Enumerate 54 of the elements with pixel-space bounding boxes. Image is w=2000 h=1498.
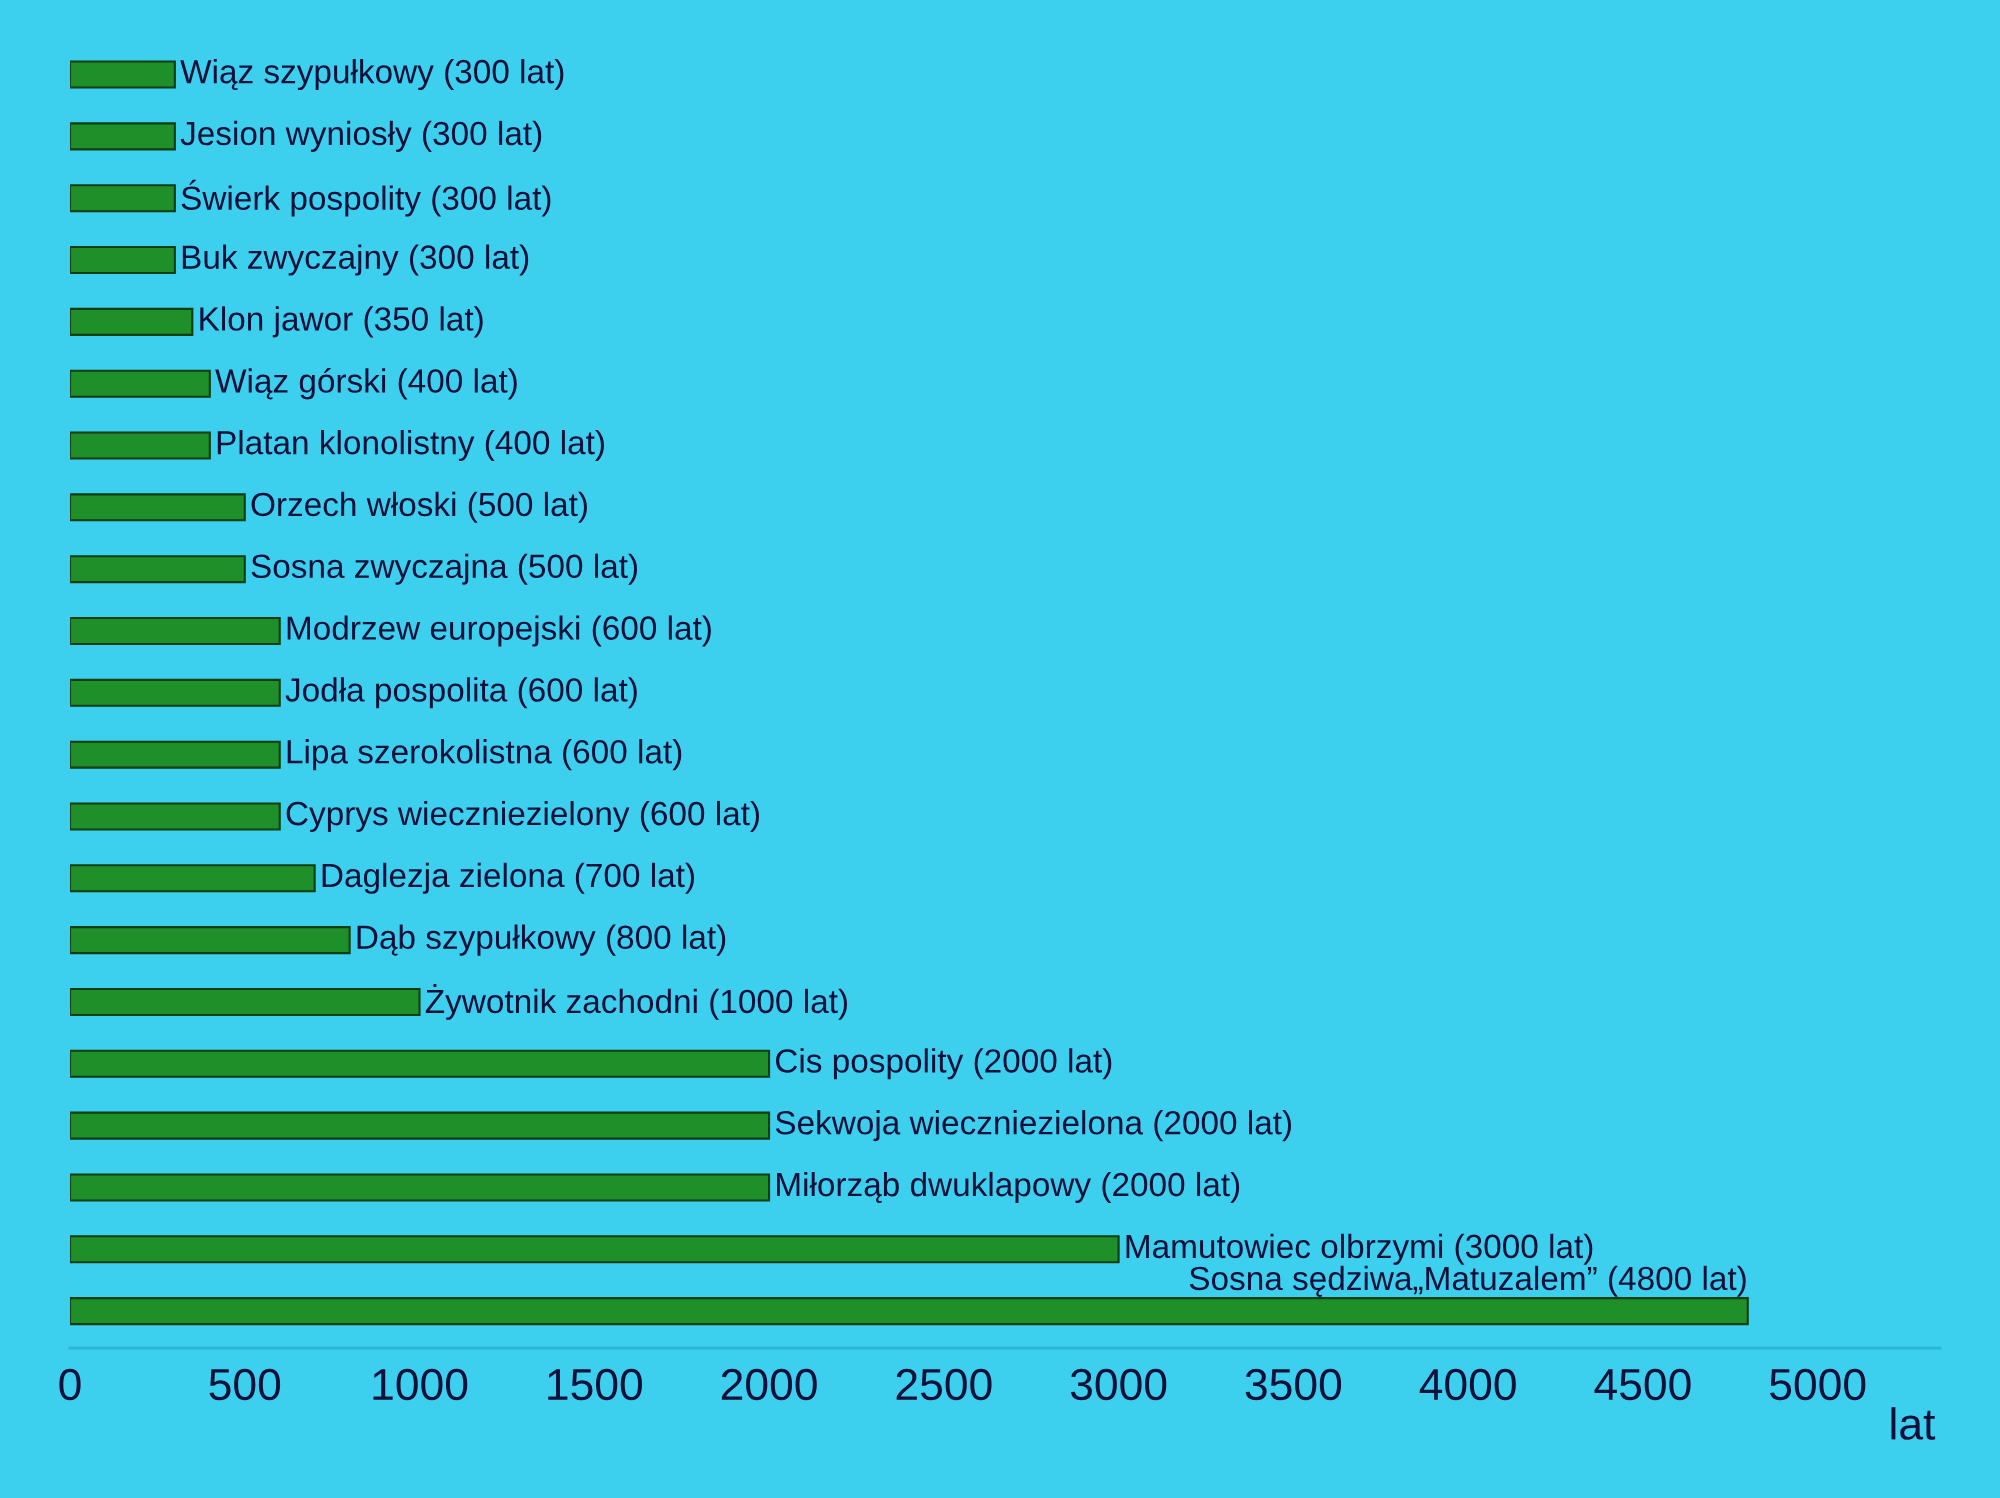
bar [70, 1111, 771, 1140]
category-label: Orzech włoski (500 lat) [251, 491, 587, 523]
category-label: Cyprys wieczniezielony (600 lat) [286, 800, 759, 833]
category-label: Modrzew europejski (600 lat) [287, 615, 711, 647]
category-label: Miłorząb dwuklapowy (2000 lat) [777, 1171, 1240, 1203]
bar [70, 555, 246, 584]
x-tick-label: 5000 [1770, 1368, 1866, 1401]
category-label: Mamutowiec olbrzymi (3000 lat) [1126, 1233, 1593, 1265]
x-tick-label: 3000 [1070, 1368, 1167, 1401]
bar [70, 678, 281, 707]
x-tick-label: 0 [59, 1368, 81, 1401]
bar [70, 122, 176, 151]
x-tick-label: 4500 [1594, 1368, 1691, 1401]
bar [70, 493, 246, 522]
bar [70, 926, 351, 955]
bar [70, 1235, 1120, 1264]
bar [70, 1297, 1749, 1326]
bar [70, 1173, 771, 1202]
bar [70, 369, 211, 398]
bar [70, 740, 281, 769]
category-label: Świerk pospolity (300 lat) [181, 179, 551, 217]
category-label: Żywotnik zachodni (1000 lat) [425, 984, 847, 1020]
category-label: Cis pospolity (2000 lat) [776, 1048, 1112, 1080]
category-label: Daglezja zielona (700 lat) [322, 862, 694, 894]
bar [70, 987, 421, 1016]
bar [70, 616, 281, 646]
category-label: Wiąz szypułkowy (300 lat) [180, 58, 564, 91]
category-label: Jodła pospolita (600 lat) [285, 677, 637, 709]
bar [70, 864, 316, 893]
x-tick-label: 1500 [548, 1368, 642, 1401]
category-label: Sosna sędziwa„Matuzalem” (4800 lat) [1189, 1265, 1746, 1297]
x-tick-label: 4000 [1419, 1368, 1516, 1401]
bar [70, 307, 194, 336]
x-tick-label: 1000 [373, 1368, 468, 1401]
bar [70, 1049, 771, 1078]
x-tick-label: 2500 [896, 1368, 992, 1401]
category-label: Buk zwyczajny (300 lat) [182, 244, 529, 276]
category-label: Jesion wyniosły (300 lat) [180, 120, 542, 152]
category-label: Sekwoja wieczniezielona (2000 lat) [775, 1110, 1292, 1142]
category-label: Platan klonolistny (400 lat) [217, 429, 604, 462]
bar [70, 60, 176, 89]
category-label: Klon jawor (350 lat) [200, 306, 483, 338]
bar [70, 802, 281, 831]
x-tick-label: 3500 [1245, 1368, 1342, 1401]
bar [70, 246, 176, 275]
x-tick-label: 500 [209, 1368, 281, 1401]
category-label: Sosna zwyczajna (500 lat) [251, 553, 638, 585]
bar [70, 431, 211, 460]
category-label: Dąb szypułkowy (800 lat) [357, 924, 726, 956]
category-label: Wiąz górski (400 lat) [215, 367, 517, 400]
bar [70, 184, 176, 213]
category-label: Lipa szerokolistna (600 lat) [287, 739, 682, 771]
x-axis-title: lat [1891, 1407, 1936, 1440]
x-tick-label: 2000 [721, 1368, 817, 1401]
